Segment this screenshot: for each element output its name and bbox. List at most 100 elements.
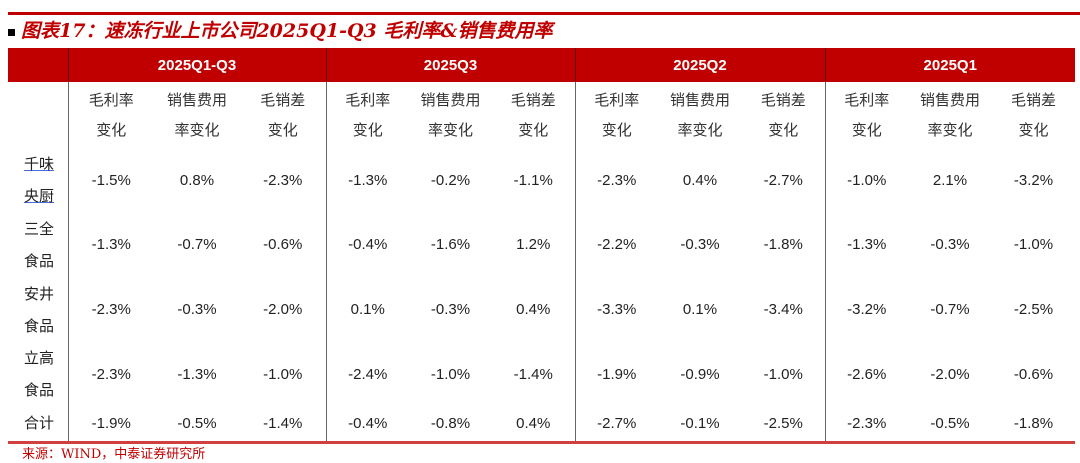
figure-title: 图表17：速冻行业上市公司2025Q1-Q3 毛利率&销售费用率 xyxy=(8,17,553,45)
value-cell: -1.8% xyxy=(992,406,1075,444)
value-cell: -0.7% xyxy=(177,236,217,253)
value-cell: -1.1% xyxy=(513,171,553,189)
metric-header: 毛销差 变化 xyxy=(742,82,825,148)
value-cell: -0.3% xyxy=(930,236,970,253)
company-name: 安井 食品 xyxy=(8,277,68,342)
value-cell: 1.2% xyxy=(516,236,551,253)
metric-header-line: 变化 xyxy=(601,121,632,139)
company-name-line: 食品 xyxy=(24,251,55,270)
metric-header-line: 率变化 xyxy=(427,121,473,139)
value-cell: -0.8% xyxy=(409,406,492,444)
value-cell: -1.8% xyxy=(763,236,803,253)
metric-header-line: 毛销差 xyxy=(260,91,306,109)
metric-header: 销售费用 率变化 xyxy=(154,82,240,148)
value-cell: -0.1% xyxy=(658,406,742,444)
metric-header-line: 变化 xyxy=(352,121,383,139)
value-cell: -1.0% xyxy=(263,365,303,383)
value-cell: -0.5% xyxy=(908,406,992,444)
value-cell: -0.2% xyxy=(430,171,471,189)
value-cell: 0.1% xyxy=(682,301,718,318)
company-name-line: 央厨 xyxy=(24,187,55,205)
value-cell: -1.6% xyxy=(430,236,471,253)
value-cell: -2.5% xyxy=(742,406,825,444)
metric-header: 毛销差 变化 xyxy=(492,82,575,148)
metric-header-line: 毛销差 xyxy=(510,91,556,109)
value-cell: -0.4% xyxy=(325,212,409,277)
metric-header: 毛利率 变化 xyxy=(67,82,154,148)
value-cell: 0.8% xyxy=(179,171,215,189)
value-cell: -1.0% xyxy=(763,365,803,383)
value-cell: -1.5% xyxy=(67,148,154,212)
value-cell: -2.3% xyxy=(574,148,658,212)
figure-title-text: 图表17：速冻行业上市公司2025Q1-Q3 毛利率&销售费用率 xyxy=(21,20,553,42)
corner-cell xyxy=(8,48,68,82)
company-name: 三全 食品 xyxy=(8,212,68,277)
value-cell: -1.9% xyxy=(67,406,154,444)
metric-header-line: 销售费用 xyxy=(669,91,730,109)
metric-header: 毛利率 变化 xyxy=(325,82,409,148)
value-cell: -2.6% xyxy=(824,342,908,406)
company-name: 立高 食品 xyxy=(8,342,68,406)
value-cell: -2.7% xyxy=(574,406,658,444)
period-header: 2025Q1 xyxy=(824,48,1075,82)
company-name-line: 食品 xyxy=(24,381,55,399)
period-header: 2025Q1-Q3 xyxy=(67,48,326,82)
value-cell: -1.9% xyxy=(574,342,658,406)
value-cell: -1.3% xyxy=(67,212,154,277)
value-cell: 0.4% xyxy=(492,406,575,444)
metric-header-line: 变化 xyxy=(768,121,799,139)
metric-header-line: 毛利率 xyxy=(594,91,640,109)
metric-header-line: 毛利率 xyxy=(345,91,391,109)
value-cell: -2.2% xyxy=(574,212,658,277)
value-cell: -2.3% xyxy=(67,277,154,342)
metric-header-line: 毛利率 xyxy=(88,91,134,109)
bullet-icon xyxy=(8,28,15,36)
metric-header-line: 变化 xyxy=(267,121,298,139)
period-header-row: 2025Q1-Q3 2025Q3 2025Q2 2025Q1 xyxy=(8,48,1075,82)
value-cell: -2.7% xyxy=(763,171,803,189)
metric-header: 毛利率 变化 xyxy=(574,82,658,148)
company-name: 合计 xyxy=(8,406,68,444)
value-cell: -2.3% xyxy=(263,171,303,189)
metric-header-line: 率变化 xyxy=(927,121,973,139)
value-cell: -0.5% xyxy=(154,406,240,444)
value-cell: -0.3% xyxy=(680,236,720,253)
value-cell: -1.0% xyxy=(1013,236,1054,253)
company-name-line: 千味 xyxy=(24,155,55,173)
value-cell: -2.4% xyxy=(325,342,409,406)
metric-header-line: 毛利率 xyxy=(844,91,890,109)
value-cell: -1.3% xyxy=(824,212,908,277)
company-name-line: 安井 xyxy=(24,284,55,303)
value-cell: -1.4% xyxy=(240,406,326,444)
metric-header: 毛销差 变化 xyxy=(992,82,1075,148)
value-cell: -1.0% xyxy=(824,148,908,212)
margin-table: 2025Q1-Q3 2025Q3 2025Q2 2025Q1 毛利率 变化 销售费用 率变化… xyxy=(8,48,1075,444)
metric-header-line: 变化 xyxy=(1018,121,1049,139)
value-cell: -0.7% xyxy=(930,301,970,318)
metric-header-line: 毛销差 xyxy=(1010,91,1056,109)
value-cell: -2.5% xyxy=(1013,301,1054,318)
company-name: 千味 央厨 xyxy=(8,148,68,212)
period-header: 2025Q2 xyxy=(574,48,825,82)
metric-header: 销售费用 率变化 xyxy=(658,82,742,148)
value-cell: -0.3% xyxy=(177,301,217,318)
period-header: 2025Q3 xyxy=(325,48,575,82)
metric-header-line: 变化 xyxy=(518,121,549,139)
company-name-line: 食品 xyxy=(24,316,55,335)
table-row: 千味 央厨 -1.5% 0.8% -2.3% -1.3% -0.2% -1.1% -2.3% 0.… xyxy=(8,148,1075,212)
value-cell: 0.4% xyxy=(516,301,551,318)
metric-header-line: 毛销差 xyxy=(760,91,806,109)
value-cell: -3.2% xyxy=(1013,171,1054,189)
value-cell: -1.0% xyxy=(430,365,471,383)
value-cell: -1.3% xyxy=(177,365,217,383)
metric-header: 毛利率 变化 xyxy=(824,82,908,148)
metric-header-line: 销售费用 xyxy=(166,91,227,109)
value-cell: -2.0% xyxy=(263,301,303,318)
value-cell: -1.4% xyxy=(513,365,553,383)
value-cell: -2.3% xyxy=(67,342,154,406)
value-cell: 0.1% xyxy=(325,277,409,342)
source-note: 来源：WIND，中泰证券研究所 xyxy=(22,447,206,462)
company-name-line: 立高 xyxy=(24,349,55,367)
value-cell: -3.4% xyxy=(763,301,803,318)
metric-header: 毛销差 变化 xyxy=(240,82,326,148)
